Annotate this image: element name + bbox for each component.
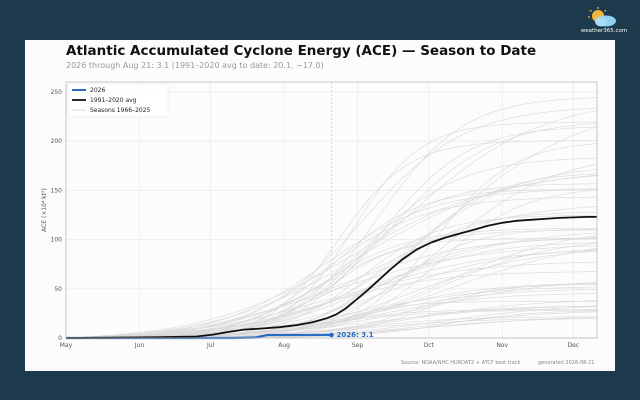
background-season-line: [65, 249, 598, 339]
x-tick-label: Sep: [352, 342, 364, 349]
y-tick-label: 250: [51, 89, 63, 96]
legend-label: 2026: [90, 87, 105, 94]
x-tick-label: Jul: [206, 342, 215, 349]
weather365-logo: weather365.com: [574, 6, 634, 40]
y-tick-label: 150: [51, 187, 63, 194]
source-note: Source: NOAA/NHC HURDAT2 + ATCF best tra…: [401, 360, 521, 366]
x-tick-label: Aug: [278, 342, 290, 349]
brand-name: weather365.com: [580, 28, 628, 34]
ace-chart: 2026: 3.1 0 50 100 150 200 250 May Jun Jul Aug Sep…: [41, 81, 598, 349]
sun-cloud-icon: [588, 7, 616, 27]
background-season-line: [65, 174, 598, 339]
y-tick-label: 100: [51, 237, 63, 244]
plot-frame: [65, 81, 598, 339]
series-avg-line: [65, 215, 597, 339]
chart-title: Atlantic Accumulated Cyclone Energy (ACE…: [66, 43, 537, 59]
background-season-line: [65, 245, 598, 339]
x-tick-label: May: [60, 342, 73, 349]
x-tick-label: Oct: [424, 342, 435, 349]
background-season-line: [65, 110, 598, 339]
chart-card: Atlantic Accumulated Cyclone Energy (ACE…: [25, 40, 615, 371]
legend-label: Seasons 1966–2025: [90, 107, 151, 114]
y-tick-label: 0: [58, 335, 62, 342]
x-tick-label: Dec: [567, 342, 579, 349]
generated-note: generated 2026-08-21: [538, 360, 595, 366]
x-tick-label: Nov: [496, 342, 508, 349]
legend-label: 1991–2020 avg: [90, 97, 137, 104]
chart-subtitle: 2026 through Aug 21: 3.1 (1991–2020 avg …: [66, 61, 324, 70]
y-tick-label: 200: [51, 138, 63, 145]
y-axis-label: ACE (×10⁴ kt²): [41, 188, 48, 232]
background-season-line: [65, 237, 598, 339]
y-tick-label: 50: [54, 286, 62, 293]
background-season-line: [65, 175, 598, 339]
background-season-line: [65, 196, 598, 339]
current-point-marker: [329, 332, 334, 338]
current-value-label: 2026: 3.1: [337, 331, 374, 339]
x-tick-label: Jun: [134, 342, 145, 349]
background-season-line: [65, 271, 598, 339]
